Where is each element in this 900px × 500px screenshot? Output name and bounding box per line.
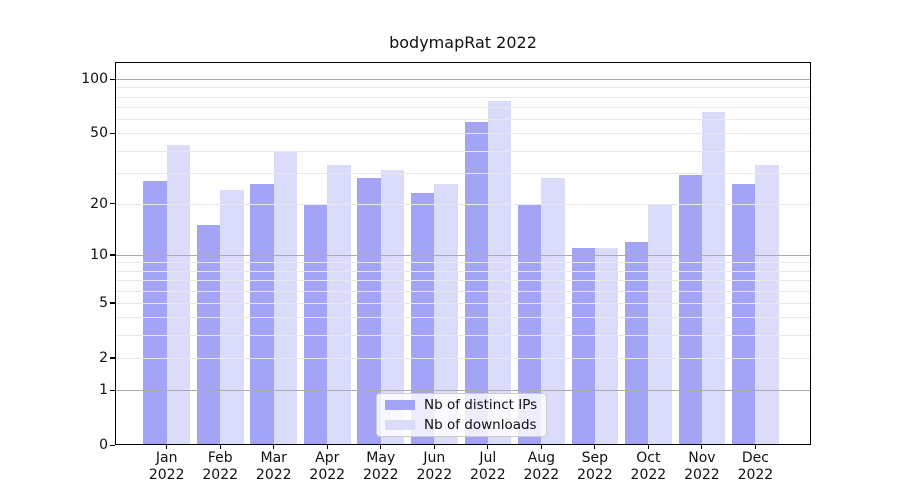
x-tick-label-dec: Dec 2022 [737,450,774,483]
x-tick-label-may: May 2022 [362,450,399,483]
x-tick-label-sep: Sep 2022 [577,450,613,483]
y-tick-mark-20 [110,203,115,205]
bar-downloads-nov [701,111,726,445]
y-tick-mark-2 [110,357,115,359]
y-tick-mark-5 [110,302,115,304]
bar-downloads-apr [327,165,351,445]
x-tick-label-feb: Feb 2022 [202,450,239,483]
bar-ips-mar [250,183,274,445]
gridline-minor-4 [116,317,810,319]
bar-ips-dec [732,183,756,445]
x-tick-label-nov: Nov 2022 [684,450,720,483]
bar-ips-nov [678,175,702,445]
y-tick-label-100: 100 [81,71,108,87]
plot-content [115,62,811,445]
legend-label-distinct-ips: Nb of distinct IPs [424,397,538,414]
gridline-minor-5 [116,302,810,304]
plot-area [110,62,811,449]
y-tick-label-0: 0 [99,437,108,453]
gridline-minor-20 [116,203,810,205]
gridline-minor-8 [116,270,810,272]
y-tick-label-2: 2 [99,349,108,366]
x-tick-mark-nov [701,445,703,449]
legend-swatch-distinct-ips-icon [385,400,415,411]
bar-downloads-sep [594,247,619,445]
x-tick-label-jan: Jan 2022 [148,450,185,483]
x-tick-mark-feb [219,445,221,449]
bar-ips-jan [143,180,167,445]
bar-downloads-dec [755,165,779,445]
legend-item-downloads: Nb of downloads [385,417,538,434]
bottom-spine [115,443,811,445]
x-tick-mark-dec [754,445,756,449]
x-tick-mark-apr [326,445,328,449]
bar-downloads-jan [166,144,190,445]
x-tick-mark-aug [540,445,542,449]
bar-ips-aug [518,203,542,445]
gridline-minor-90 [116,87,810,89]
y-tick-mark-50 [110,132,115,134]
x-tick-label-apr: Apr 2022 [309,450,346,483]
gridline-minor-80 [116,96,810,98]
legend-item-distinct-ips: Nb of distinct IPs [385,397,538,414]
y-tick-mark-100 [110,78,115,80]
x-tick-label-aug: Aug 2022 [523,450,560,483]
bar-downloads-aug [541,177,565,445]
gridline-minor-40 [116,150,810,152]
legend: Nb of distinct IPs Nb of downloads [376,393,547,437]
gridline-major-1 [116,390,810,392]
x-tick-label-mar: Mar 2022 [255,450,292,483]
y-tick-label-10: 10 [90,246,108,263]
gridline-minor-50 [116,133,810,135]
bar-downloads-may [380,170,405,445]
right-spine [809,62,811,445]
gridline-minor-6 [116,290,810,292]
x-tick-mark-sep [594,445,596,449]
gridline-minor-3 [116,335,810,337]
x-tick-mark-jan [166,445,168,449]
left-spine [115,62,117,445]
gridline-minor-9 [116,262,810,264]
legend-swatch-downloads-icon [385,419,415,430]
chart-title: bodymapRat 2022 [389,33,537,52]
gridline-minor-30 [116,172,810,174]
y-tick-label-50: 50 [90,125,108,142]
x-tick-mark-mar [273,445,275,449]
x-tick-mark-may [380,445,382,449]
x-tick-label-jun: Jun 2022 [416,450,453,483]
bar-ips-oct [625,241,649,445]
gridline-major-100 [116,79,810,80]
bar-downloads-jun [434,183,458,445]
x-tick-label-oct: Oct 2022 [630,450,667,483]
gridline-minor-7 [116,280,810,282]
gridline-major-10 [116,254,810,256]
bar-ips-apr [303,203,328,445]
y-tick-label-1: 1 [99,382,108,399]
x-tick-mark-jun [433,445,435,449]
bar-ips-feb [196,225,221,445]
bar-ips-sep [571,247,595,445]
x-tick-mark-oct [647,445,649,449]
y-tick-mark-1 [110,389,115,391]
bar-downloads-mar [273,150,298,445]
y-tick-label-20: 20 [90,195,108,212]
top-spine [115,62,811,64]
x-tick-mark-jul [487,445,489,449]
y-tick-mark-0 [110,444,115,446]
gridline-minor-60 [116,118,810,120]
y-tick-label-5: 5 [99,294,108,311]
bar-ips-may [357,177,381,445]
bar-ips-jul [464,121,488,445]
gridline-minor-2 [116,357,810,359]
legend-label-downloads: Nb of downloads [424,416,537,433]
x-tick-label-jul: Jul 2022 [469,450,506,483]
bar-ips-jun [411,192,435,445]
y-tick-mark-10 [110,254,115,256]
gridline-minor-70 [116,106,810,108]
bar-downloads-oct [648,203,672,445]
